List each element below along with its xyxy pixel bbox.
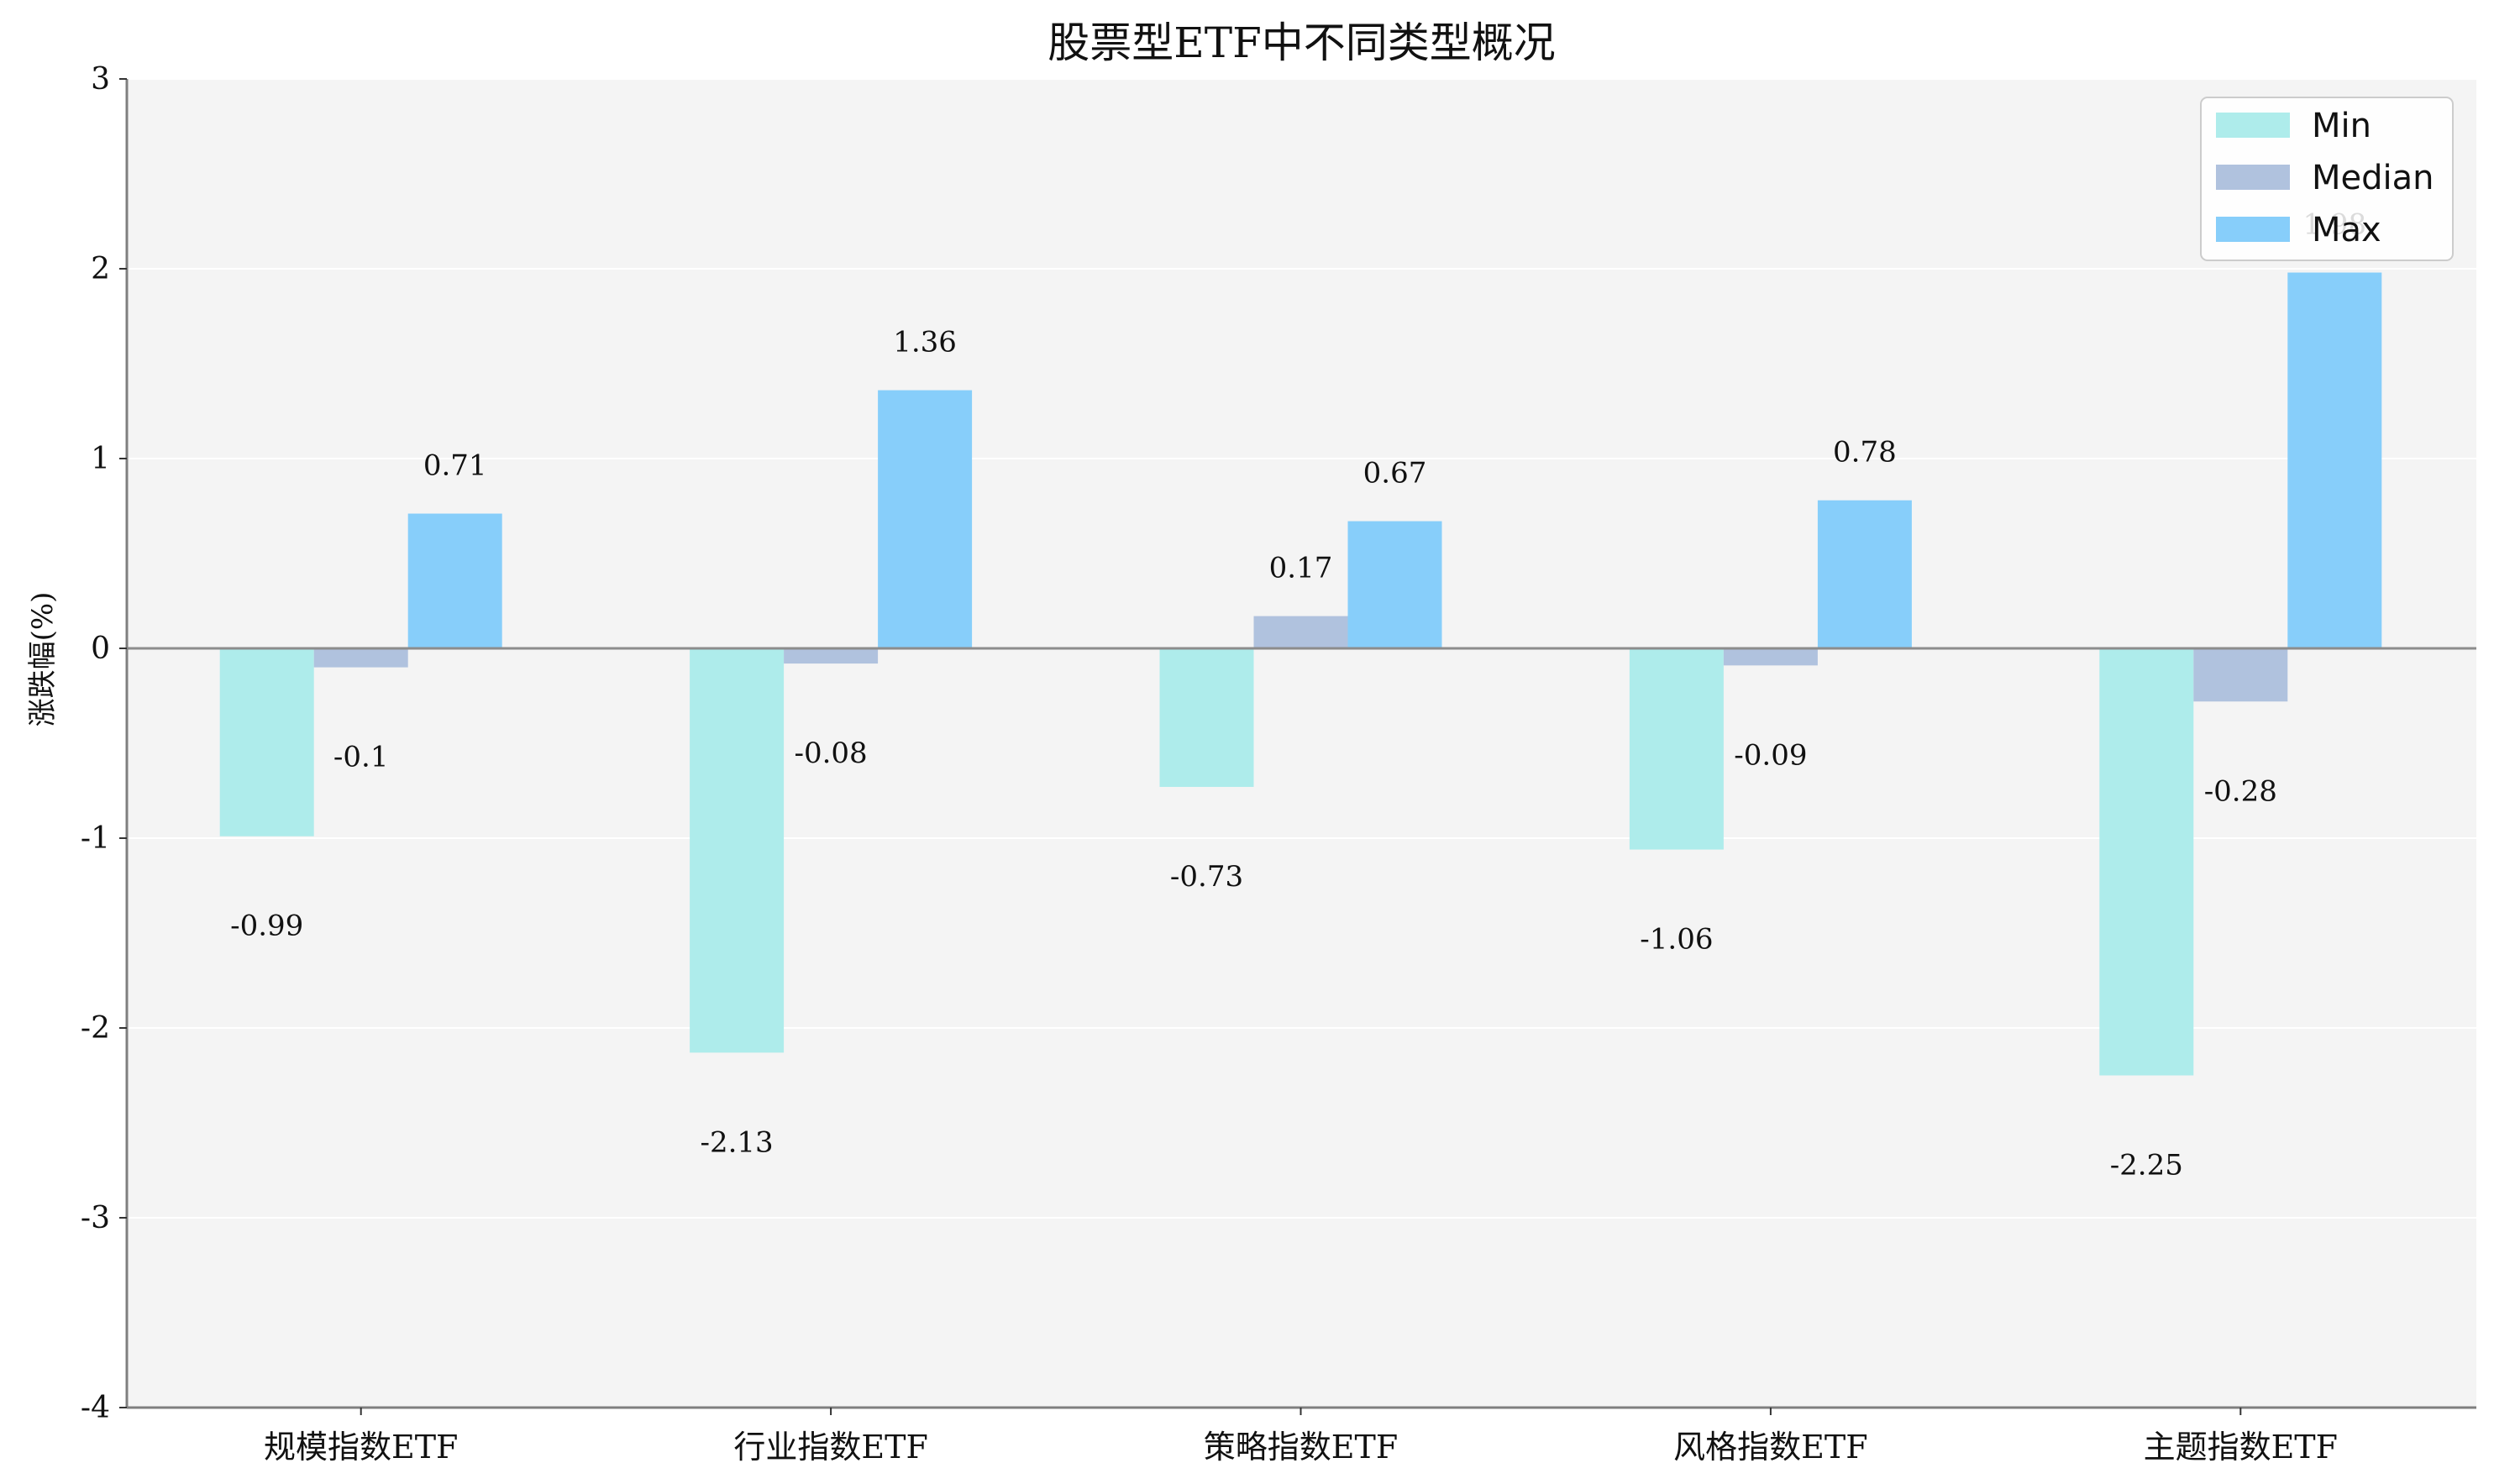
data-label: 1.36 — [893, 326, 957, 359]
x-tick-label: 风格指数ETF — [1673, 1429, 1867, 1466]
bar-min-1 — [219, 648, 314, 836]
y-tick-label: -1 — [81, 821, 110, 856]
y-tick-label: 2 — [91, 252, 110, 286]
data-label: -0.28 — [2204, 774, 2277, 808]
legend-swatch-max — [2216, 217, 2290, 242]
bar-max-2 — [878, 390, 973, 648]
bar-min-5 — [2099, 648, 2194, 1076]
legend-label-min: Min — [2312, 107, 2371, 145]
data-label: -0.08 — [794, 737, 867, 770]
bar-median-5 — [2193, 648, 2288, 702]
data-label: -2.25 — [2110, 1149, 2183, 1182]
legend-swatch-median — [2216, 165, 2290, 190]
bar-max-5 — [2287, 272, 2382, 648]
data-label: 0.67 — [1363, 457, 1427, 490]
data-label: -0.1 — [333, 741, 389, 774]
x-tick-label: 行业指数ETF — [733, 1429, 927, 1466]
plot-area — [127, 79, 2476, 1408]
bar-min-3 — [1159, 648, 1254, 787]
x-tick-label: 规模指数ETF — [264, 1429, 458, 1466]
x-tick-label: 策略指数ETF — [1204, 1429, 1398, 1466]
data-label: 0.71 — [423, 449, 487, 483]
data-label: -1.06 — [1640, 923, 1713, 957]
data-label: -0.09 — [1734, 738, 1807, 772]
bars — [219, 272, 2382, 1076]
bar-max-1 — [407, 513, 502, 648]
y-tick-label: -2 — [81, 1011, 110, 1046]
bar-median-4 — [1723, 648, 1818, 666]
data-label: 0.17 — [1269, 552, 1333, 585]
bar-median-3 — [1253, 616, 1348, 648]
bar-min-4 — [1629, 648, 1724, 850]
data-label: -2.13 — [700, 1125, 773, 1159]
y-tick-label: -3 — [81, 1201, 110, 1235]
bar-min-2 — [690, 648, 785, 1053]
y-tick-label: 3 — [91, 62, 110, 97]
y-tick-label: 0 — [91, 632, 110, 666]
bar-median-2 — [784, 648, 879, 664]
legend-label-max: Max — [2312, 211, 2381, 249]
y-axis-label: 涨跌幅(%) — [26, 592, 60, 727]
x-axis-ticks: 规模指数ETF 行业指数ETF 策略指数ETF 风格指数ETF 主题指数ETF — [264, 1408, 2338, 1466]
y-axis-ticks: 3 2 1 0 -1 -2 -3 -4 — [81, 62, 127, 1425]
legend: Min Median Max — [2200, 97, 2454, 261]
y-tick-label: -4 — [81, 1391, 110, 1425]
data-label: -0.99 — [230, 910, 303, 943]
legend-swatch-min — [2216, 113, 2290, 138]
bar-median-1 — [313, 648, 408, 668]
data-label: 0.78 — [1833, 436, 1897, 469]
y-tick-label: 1 — [91, 442, 110, 476]
legend-label-median: Median — [2312, 159, 2434, 197]
bar-max-4 — [1817, 500, 1912, 648]
x-tick-label: 主题指数ETF — [2144, 1429, 2338, 1466]
bar-max-3 — [1347, 521, 1442, 648]
chart-title: 股票型ETF中不同类型概况 — [1047, 18, 1556, 67]
data-label: -0.73 — [1170, 860, 1243, 894]
